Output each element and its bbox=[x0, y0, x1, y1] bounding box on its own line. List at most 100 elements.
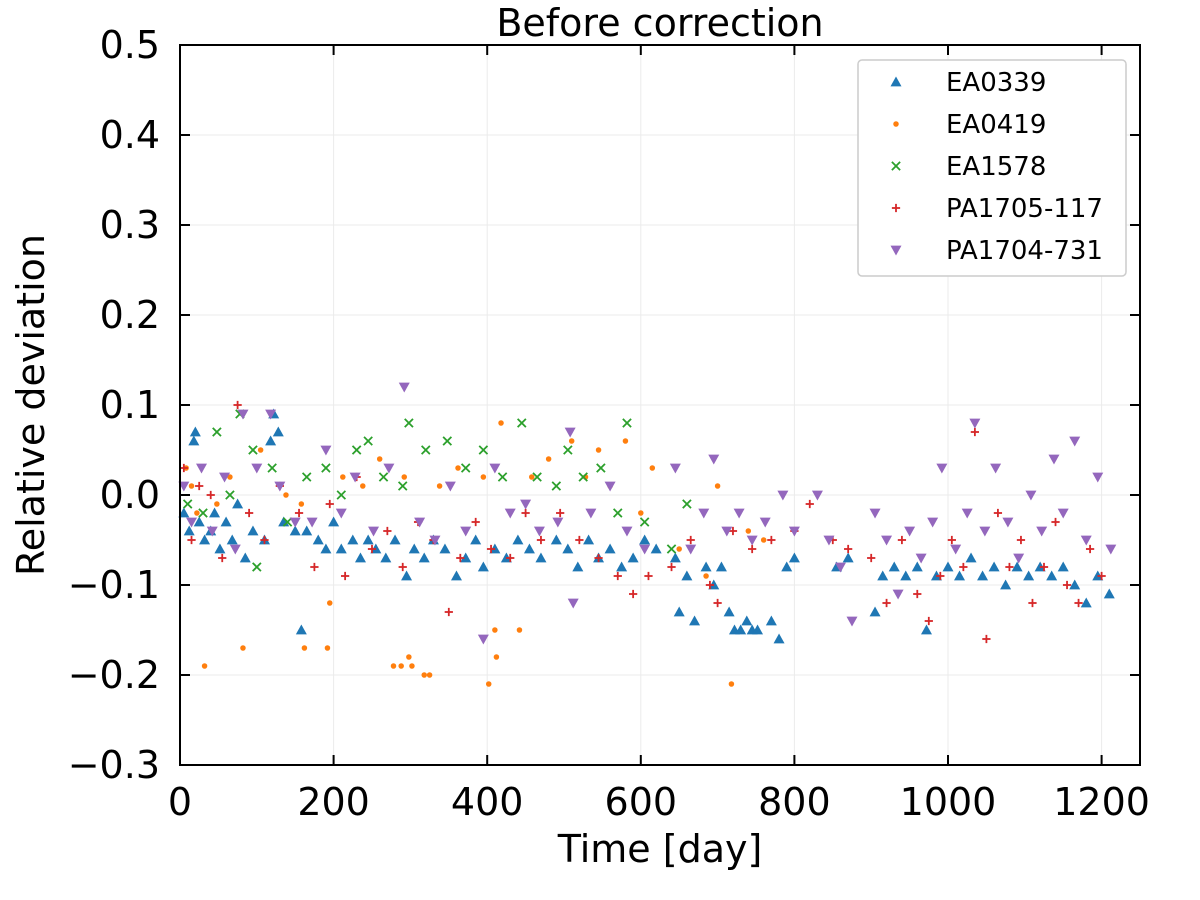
point-ea1578 bbox=[351, 445, 362, 455]
point-ea0419 bbox=[728, 681, 735, 687]
series-ea1578 bbox=[182, 409, 692, 572]
point-ea0339 bbox=[920, 624, 932, 635]
point-pa1705-117 bbox=[1039, 562, 1049, 572]
point-ea0339 bbox=[209, 507, 221, 518]
legend-label-ea1578: EA1578 bbox=[946, 152, 1046, 182]
point-pa1705-117 bbox=[521, 508, 530, 518]
point-pa1705-117 bbox=[936, 571, 945, 581]
point-ea1578 bbox=[252, 562, 262, 572]
point-ea1578 bbox=[497, 472, 508, 482]
point-pa1704-731 bbox=[1069, 436, 1081, 447]
point-pa1704-731 bbox=[274, 481, 286, 492]
point-pa1704-731 bbox=[881, 535, 893, 546]
point-pa1704-731 bbox=[1002, 517, 1014, 528]
point-ea0419 bbox=[214, 501, 220, 507]
point-pa1704-731 bbox=[904, 526, 916, 537]
point-ea1578 bbox=[301, 472, 312, 482]
point-pa1704-731 bbox=[196, 463, 208, 474]
point-ea0419 bbox=[703, 573, 709, 579]
point-ea1578 bbox=[516, 418, 527, 428]
point-ea0339 bbox=[193, 516, 205, 527]
x-tick-label: 0 bbox=[168, 780, 192, 824]
y-tick-label: 0.5 bbox=[100, 23, 160, 67]
point-ea0339 bbox=[1103, 588, 1115, 599]
point-ea0339 bbox=[627, 552, 639, 563]
point-ea0419 bbox=[376, 456, 383, 462]
point-pa1705-117 bbox=[486, 544, 496, 554]
point-ea0419 bbox=[201, 663, 208, 669]
point-pa1704-731 bbox=[621, 526, 633, 537]
point-ea0339 bbox=[1011, 561, 1023, 572]
point-pa1704-731 bbox=[383, 463, 395, 474]
point-ea1578 bbox=[363, 436, 373, 446]
point-pa1704-731 bbox=[414, 517, 426, 528]
point-pa1705-117 bbox=[179, 463, 188, 473]
point-ea1578 bbox=[666, 544, 677, 554]
point-pa1704-731 bbox=[567, 598, 579, 609]
point-ea0419 bbox=[622, 438, 629, 444]
point-pa1704-731 bbox=[927, 517, 939, 528]
point-pa1705-117 bbox=[1085, 544, 1095, 554]
point-pa1705-117 bbox=[913, 589, 922, 599]
series-pa1705-117 bbox=[179, 400, 1106, 644]
legend-marker-ea1578 bbox=[891, 161, 901, 171]
point-ea0339 bbox=[977, 570, 989, 581]
point-ea1578 bbox=[478, 445, 489, 455]
point-pa1705-117 bbox=[233, 400, 242, 410]
point-ea0419 bbox=[188, 483, 195, 489]
point-ea0419 bbox=[492, 627, 498, 633]
point-ea0339 bbox=[650, 543, 662, 554]
point-ea0419 bbox=[760, 537, 767, 543]
point-ea0419 bbox=[516, 627, 523, 633]
x-tick-label: 600 bbox=[605, 780, 678, 824]
point-ea0419 bbox=[493, 654, 500, 660]
point-ea0419 bbox=[528, 474, 535, 480]
point-ea0339 bbox=[888, 561, 900, 572]
point-ea0419 bbox=[283, 492, 289, 498]
point-ea0419 bbox=[194, 510, 200, 516]
point-ea0339 bbox=[700, 561, 712, 572]
point-ea1578 bbox=[420, 445, 431, 455]
point-ea0339 bbox=[232, 498, 244, 509]
point-pa1704-731 bbox=[990, 463, 1002, 474]
point-pa1704-731 bbox=[237, 409, 249, 420]
legend-box bbox=[857, 59, 1127, 277]
point-ea0339 bbox=[470, 534, 482, 545]
point-pa1704-731 bbox=[1048, 454, 1060, 465]
point-pa1705-117 bbox=[206, 490, 215, 500]
point-pa1705-117 bbox=[456, 553, 465, 563]
series-pa1704-731 bbox=[178, 382, 1117, 645]
point-ea0339 bbox=[265, 435, 277, 446]
point-ea0339 bbox=[900, 570, 912, 581]
point-pa1704-731 bbox=[552, 517, 564, 528]
y-tick-label: 0.4 bbox=[100, 113, 160, 157]
point-pa1705-117 bbox=[705, 580, 715, 590]
y-tick-label: 0.3 bbox=[100, 203, 160, 247]
point-ea0339 bbox=[401, 570, 413, 581]
point-ea0339 bbox=[572, 561, 584, 572]
point-ea0419 bbox=[298, 501, 305, 507]
point-pa1704-731 bbox=[936, 463, 948, 474]
point-pa1704-731 bbox=[460, 526, 472, 537]
legend-label-ea0339: EA0339 bbox=[946, 68, 1046, 98]
point-pa1704-731 bbox=[251, 463, 263, 474]
point-ea0419 bbox=[545, 456, 552, 462]
point-ea0339 bbox=[312, 534, 324, 545]
point-ea0419 bbox=[498, 420, 504, 426]
point-ea0339 bbox=[689, 615, 701, 626]
y-tick-label: −0.1 bbox=[68, 563, 160, 607]
point-ea0339 bbox=[362, 534, 374, 545]
point-pa1705-117 bbox=[882, 598, 891, 608]
point-ea0339 bbox=[335, 543, 347, 554]
point-pa1705-117 bbox=[1016, 535, 1026, 545]
x-tick-label: 1200 bbox=[1053, 780, 1150, 824]
x-tick-label: 800 bbox=[758, 780, 831, 824]
point-ea0339 bbox=[418, 552, 430, 563]
point-ea1578 bbox=[563, 445, 573, 455]
x-tick-label: 200 bbox=[297, 780, 370, 824]
point-pa1704-731 bbox=[265, 409, 277, 420]
point-ea0419 bbox=[480, 474, 487, 480]
point-ea0339 bbox=[389, 534, 401, 545]
point-pa1705-117 bbox=[844, 544, 853, 554]
point-ea0339 bbox=[289, 525, 301, 536]
